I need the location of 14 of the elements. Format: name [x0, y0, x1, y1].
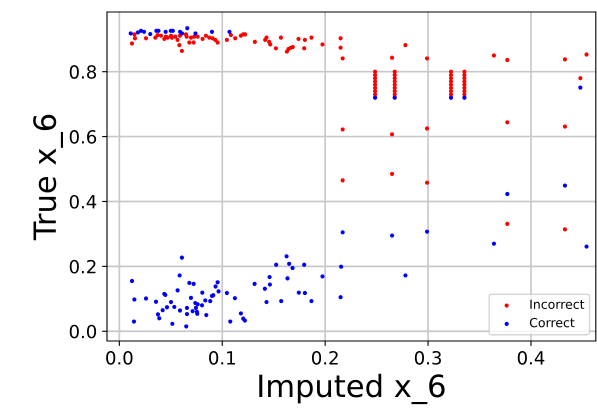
x-tick-label: 0.0: [106, 351, 133, 365]
y-axis-title: True x_6: [33, 114, 64, 240]
x-tick-label: 0.2: [312, 351, 338, 365]
y-tick-label: 0.8: [70, 65, 96, 79]
legend-label: Incorrect: [530, 300, 584, 309]
y-tick-label: 0.4: [70, 194, 96, 209]
y-tick-label: 0.6: [70, 130, 96, 144]
y-tick-label: 0.0: [70, 324, 96, 338]
legend-label: Correct: [530, 318, 574, 328]
x-axis-title: Imputed x_6: [259, 374, 445, 404]
x-tick-label: 0.3: [414, 351, 441, 365]
x-tick-label: 0.1: [209, 351, 235, 365]
y-tick-label: 0.2: [70, 260, 96, 274]
x-tick-label: 0.4: [518, 351, 544, 365]
